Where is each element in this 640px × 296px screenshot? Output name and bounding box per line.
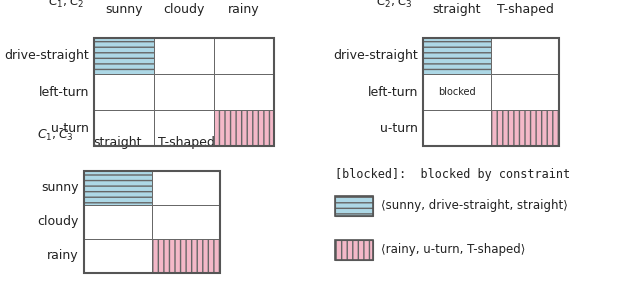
Text: sunny: sunny	[42, 181, 79, 194]
Bar	[423, 110, 491, 146]
Text: drive-straight: drive-straight	[4, 49, 89, 62]
Bar	[491, 38, 559, 74]
Bar	[94, 74, 154, 110]
Bar	[335, 196, 373, 216]
Text: left-turn: left-turn	[367, 86, 418, 99]
Bar	[335, 240, 373, 260]
Bar	[94, 38, 274, 146]
Bar	[423, 74, 491, 110]
Bar	[94, 38, 154, 74]
Text: cloudy: cloudy	[38, 215, 79, 229]
Text: sunny: sunny	[105, 3, 143, 16]
Bar	[423, 38, 559, 146]
Bar	[94, 110, 154, 146]
Text: u-turn: u-turn	[51, 121, 89, 134]
Bar	[491, 110, 559, 146]
Bar	[154, 38, 214, 74]
Text: $C_1, C_3$: $C_1, C_3$	[37, 128, 74, 143]
Bar	[423, 74, 491, 110]
Bar	[152, 171, 220, 205]
Bar	[335, 196, 373, 216]
Text: rainy: rainy	[47, 250, 79, 263]
Text: T-shaped: T-shaped	[157, 136, 214, 149]
Bar	[154, 110, 214, 146]
Text: blocked: blocked	[438, 87, 476, 97]
Text: left-turn: left-turn	[38, 86, 89, 99]
Bar	[491, 74, 559, 110]
Bar	[152, 205, 220, 239]
Text: $C_2, C_3$: $C_2, C_3$	[376, 0, 413, 10]
Bar	[423, 38, 491, 74]
Text: $C_1, C_2$: $C_1, C_2$	[47, 0, 84, 10]
Text: cloudy: cloudy	[163, 3, 205, 16]
Text: straight: straight	[433, 3, 481, 16]
Text: ⟨rainy, u-turn, T-shaped⟩: ⟨rainy, u-turn, T-shaped⟩	[381, 244, 525, 257]
Bar	[214, 38, 274, 74]
Bar	[214, 74, 274, 110]
Bar	[84, 239, 152, 273]
Text: u-turn: u-turn	[380, 121, 418, 134]
Bar	[84, 171, 152, 205]
Bar	[84, 171, 220, 273]
Bar	[84, 205, 152, 239]
Text: straight: straight	[93, 136, 142, 149]
Text: rainy: rainy	[228, 3, 260, 16]
Text: drive-straight: drive-straight	[333, 49, 418, 62]
Bar	[154, 74, 214, 110]
Bar	[152, 239, 220, 273]
Text: [blocked]:  blocked by constraint: [blocked]: blocked by constraint	[335, 168, 570, 181]
Bar	[214, 110, 274, 146]
Bar	[335, 240, 373, 260]
Text: ⟨sunny, drive-straight, straight⟩: ⟨sunny, drive-straight, straight⟩	[381, 200, 568, 213]
Text: T-shaped: T-shaped	[497, 3, 554, 16]
